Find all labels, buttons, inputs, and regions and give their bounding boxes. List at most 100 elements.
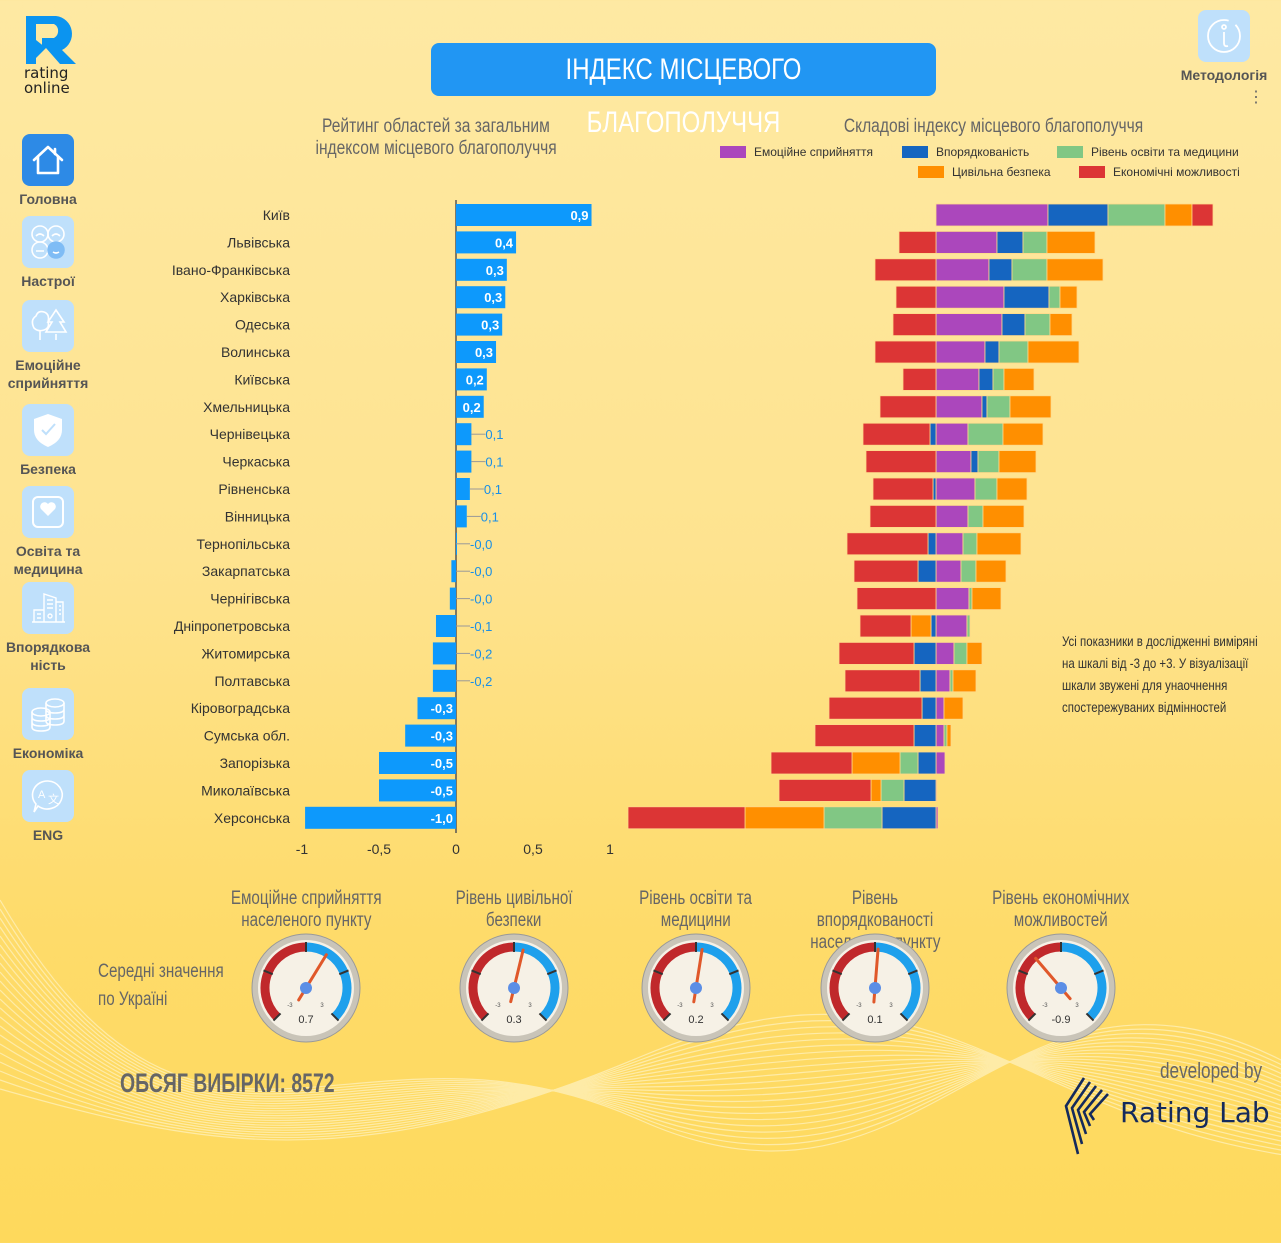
component-segment <box>988 258 1013 282</box>
component-segment <box>1048 285 1061 309</box>
ranking-bar <box>456 423 472 446</box>
component-segment <box>971 587 1002 610</box>
legend-item-economy: Економічні можливості <box>1079 165 1240 179</box>
buildings-icon <box>22 582 74 634</box>
wave-line <box>0 1020 1281 1151</box>
component-segment <box>870 779 882 802</box>
component-segment <box>903 779 937 802</box>
legend-item-education: Рівень освіти та медицини <box>1057 145 1239 159</box>
component-segment <box>880 779 905 802</box>
region-label: Сумська обл. <box>204 728 290 744</box>
wave-line <box>0 998 1281 1117</box>
rating-lab-logo[interactable]: Rating Lab <box>1120 1096 1270 1129</box>
wave-line <box>0 944 1281 1121</box>
gauge-min-label: -3 <box>495 1003 501 1009</box>
component-segment <box>828 696 923 720</box>
more-options-icon[interactable]: ⋮ <box>1248 89 1264 106</box>
sidebar-label: ENG <box>32 827 64 843</box>
ranking-x-tick: 0,5 <box>523 841 543 857</box>
component-segment <box>919 669 937 693</box>
region-label: Львівська <box>227 234 290 250</box>
component-segment <box>984 340 1000 364</box>
sidebar-item-moods[interactable]: Настрої <box>0 216 96 290</box>
gauge-min-label: -3 <box>677 1003 683 1009</box>
component-segment <box>977 450 1000 474</box>
gauge-tick <box>538 1012 548 1022</box>
gauge-tick <box>907 969 918 976</box>
component-segment <box>986 395 1011 419</box>
component-segment <box>744 806 825 830</box>
component-segment <box>770 751 853 775</box>
ranking-value-label: 0,3 <box>486 263 504 278</box>
sidebar-item-economy[interactable]: Економіка <box>0 688 96 762</box>
component-segment <box>921 696 937 720</box>
component-segment <box>902 367 937 391</box>
component-segment <box>1107 203 1166 227</box>
sidebar-item-home[interactable]: Головна <box>0 134 96 208</box>
ranking-value-label: 0,3 <box>475 345 493 360</box>
component-segment <box>966 614 971 638</box>
ranking-chart-title: Рейтинг областей за загальним індексом м… <box>286 116 586 160</box>
region-label: Івано-Франківська <box>172 262 290 278</box>
legend-swatch <box>902 146 928 158</box>
legend-swatch <box>1057 146 1083 158</box>
sidebar-item-emotion[interactable]: Емоційне сприйняття <box>0 300 96 392</box>
component-segment <box>935 395 983 419</box>
component-segment <box>865 450 937 474</box>
gauge-title-line2: безпеки <box>486 910 542 931</box>
averages-line1: Середні значення <box>98 961 224 982</box>
component-segment <box>998 340 1029 364</box>
ranking-bar <box>456 368 487 391</box>
gauge-value-label: 0.7 <box>298 1014 313 1026</box>
page-title: ІНДЕКС МІСЦЕВОГО БЛАГОПОЛУЧЧЯ <box>431 43 936 139</box>
methodology-label: Методологія <box>1180 67 1268 83</box>
component-segment <box>953 642 968 665</box>
rating-online-logo[interactable] <box>22 14 80 66</box>
component-segment <box>935 367 980 391</box>
methodology-button[interactable]: Методологія <box>1176 10 1272 84</box>
ranking-value-label: 0,1 <box>481 509 499 524</box>
region-label: Закарпатська <box>202 563 290 579</box>
component-segment <box>929 422 937 446</box>
ranking-bar <box>456 505 467 528</box>
region-label: Чернігівська <box>210 591 290 607</box>
legend-label: Рівень освіти та медицини <box>1091 145 1239 159</box>
ranking-bar <box>456 204 592 226</box>
sidebar-label-text: Впорядкова ність <box>5 639 91 673</box>
component-segment <box>935 587 970 610</box>
ranking-bar <box>456 395 484 418</box>
legend-item-order: Впорядкованість <box>902 145 1029 159</box>
sidebar-item-education[interactable]: Освіта та медицина <box>0 486 96 578</box>
sidebar-item-order[interactable]: Впорядкова ність <box>0 582 96 674</box>
region-label: Хмельницька <box>203 399 290 415</box>
ranking-bar <box>379 779 456 802</box>
region-label: Полтавська <box>214 673 290 689</box>
ranking-bar <box>456 341 497 363</box>
component-segment <box>910 614 932 638</box>
ranking-value-label: -0,0 <box>470 592 492 607</box>
component-segment <box>927 532 937 556</box>
component-segment <box>1049 313 1073 337</box>
wave-line <box>0 917 1281 1139</box>
ranking-value-label: -0,0 <box>470 537 492 552</box>
background-waves <box>0 899 1281 1156</box>
component-segment <box>899 751 919 775</box>
ranking-value-label: -1,0 <box>431 811 453 826</box>
component-segment <box>935 477 976 501</box>
note-line: шкали звужені для унаочнення <box>1062 677 1228 693</box>
component-segment <box>814 724 915 747</box>
components-chart-title: Складові індексу місцевого благополуччя <box>794 116 1194 138</box>
gauge-tick <box>720 1012 730 1022</box>
sidebar-label: Освіта та медицина <box>0 542 96 578</box>
gauge-tick <box>1027 1012 1037 1022</box>
sidebar-item-security[interactable]: Безпека <box>0 404 96 478</box>
heart-icon <box>22 486 74 538</box>
component-segment <box>978 367 994 391</box>
ranking-x-tick: -1 <box>296 841 309 857</box>
wave-line <box>0 989 1281 1114</box>
developed-by-text: developed by <box>1160 1058 1263 1083</box>
region-label: Київська <box>234 371 290 387</box>
ranking-bar <box>405 724 456 747</box>
component-segment <box>1046 258 1104 282</box>
